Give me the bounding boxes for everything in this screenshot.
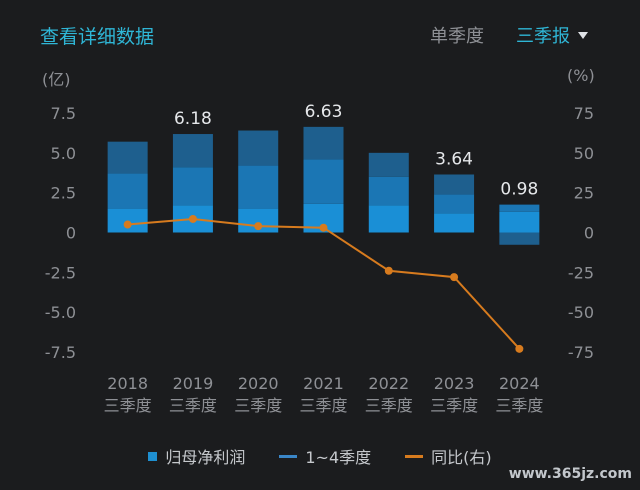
chart-svg: 7.5 5.0 2.5 0 -2.5 -5.0 -7.5 75 50 25 0 -25 -50 -75 6.…	[45, 102, 594, 415]
bar-segment	[368, 152, 409, 177]
right-axis-unit: (%)	[567, 66, 595, 85]
legend-label-quarters: 1~4季度	[305, 448, 372, 467]
bar-segment	[303, 126, 344, 160]
x-axis-tick-label: 2023 三季度	[430, 374, 478, 415]
view-details-link[interactable]: 查看详细数据	[40, 26, 155, 48]
right-axis-tick-label: 25	[574, 184, 594, 203]
yoy-point	[450, 273, 459, 282]
right-axis-tick-label: 50	[574, 144, 594, 163]
legend-label-yoy: 同比(右)	[431, 448, 492, 467]
right-axis-tick-label: -75	[568, 343, 594, 362]
left-axis-tick-label: -5.0	[45, 303, 76, 322]
yoy-point	[515, 344, 524, 353]
bar-segment	[238, 165, 279, 209]
bar-data-label: 6.63	[305, 102, 343, 122]
bar-swatch-icon	[148, 451, 158, 461]
bar-segment	[238, 130, 279, 166]
bar-segment	[303, 159, 344, 204]
yoy-point	[188, 214, 197, 223]
bar-data-label: 3.64	[435, 150, 473, 170]
yoy-point	[123, 220, 132, 229]
period-selected-label: 三季报	[516, 26, 570, 47]
bar-segment	[107, 173, 148, 209]
left-axis-tick-label: -2.5	[45, 263, 76, 282]
left-axis-tick-label: 5.0	[51, 144, 76, 163]
bar-segment	[434, 194, 475, 214]
x-axis-tick-label: 2024 三季度	[495, 374, 543, 415]
legend: 归母净利润 1~4季度 同比(右)	[0, 444, 640, 468]
yoy-point	[254, 222, 263, 231]
bar-segment	[434, 213, 475, 233]
x-axis-tick-label: 2019 三季度	[169, 374, 217, 415]
yoy-point	[319, 223, 328, 232]
bar-segment	[434, 174, 475, 195]
tab-single-quarter[interactable]: 单季度	[430, 26, 484, 47]
line-swatch-icon	[279, 454, 298, 458]
legend-item-yoy[interactable]: 同比(右)	[405, 444, 492, 468]
left-axis-tick-label: 2.5	[51, 184, 76, 203]
bar-segment	[368, 205, 409, 233]
watermark: www.365jz.com	[508, 466, 632, 482]
left-axis-tick-label: -7.5	[45, 343, 76, 362]
right-axis-tick-label: -25	[568, 263, 594, 282]
caret-down-icon	[578, 31, 588, 39]
left-axis-tick-label: 0	[66, 224, 76, 243]
bar-segment	[172, 134, 213, 168]
bar-segment	[107, 141, 148, 174]
legend-label-net-profit: 归母净利润	[165, 448, 246, 467]
bar-segment	[172, 167, 213, 206]
right-axis-tick-label: 75	[574, 104, 594, 123]
bar-segment	[499, 211, 540, 233]
legend-item-quarters[interactable]: 1~4季度	[279, 444, 371, 468]
period-dropdown[interactable]: 三季报	[516, 22, 588, 48]
x-axis-tick-label: 2020 三季度	[234, 374, 282, 415]
right-axis-tick-label: 0	[584, 224, 594, 243]
bar-data-label: 0.98	[500, 180, 538, 200]
left-axis-unit: (亿)	[42, 70, 71, 89]
bar-segment	[499, 204, 540, 212]
right-axis-tick-label: -50	[568, 303, 594, 322]
yoy-point	[384, 266, 393, 275]
line-swatch-icon	[405, 454, 424, 458]
bar-segment	[499, 232, 540, 245]
left-axis-tick-label: 7.5	[51, 104, 76, 123]
x-axis-tick-label: 2018 三季度	[104, 374, 152, 415]
bar-segment	[368, 176, 409, 206]
bar-data-label: 6.18	[174, 109, 212, 129]
x-axis-tick-label: 2022 三季度	[365, 374, 413, 415]
legend-item-net-profit[interactable]: 归母净利润	[148, 444, 245, 468]
yoy-line	[127, 217, 521, 350]
x-axis-tick-label: 2021 三季度	[299, 374, 347, 415]
